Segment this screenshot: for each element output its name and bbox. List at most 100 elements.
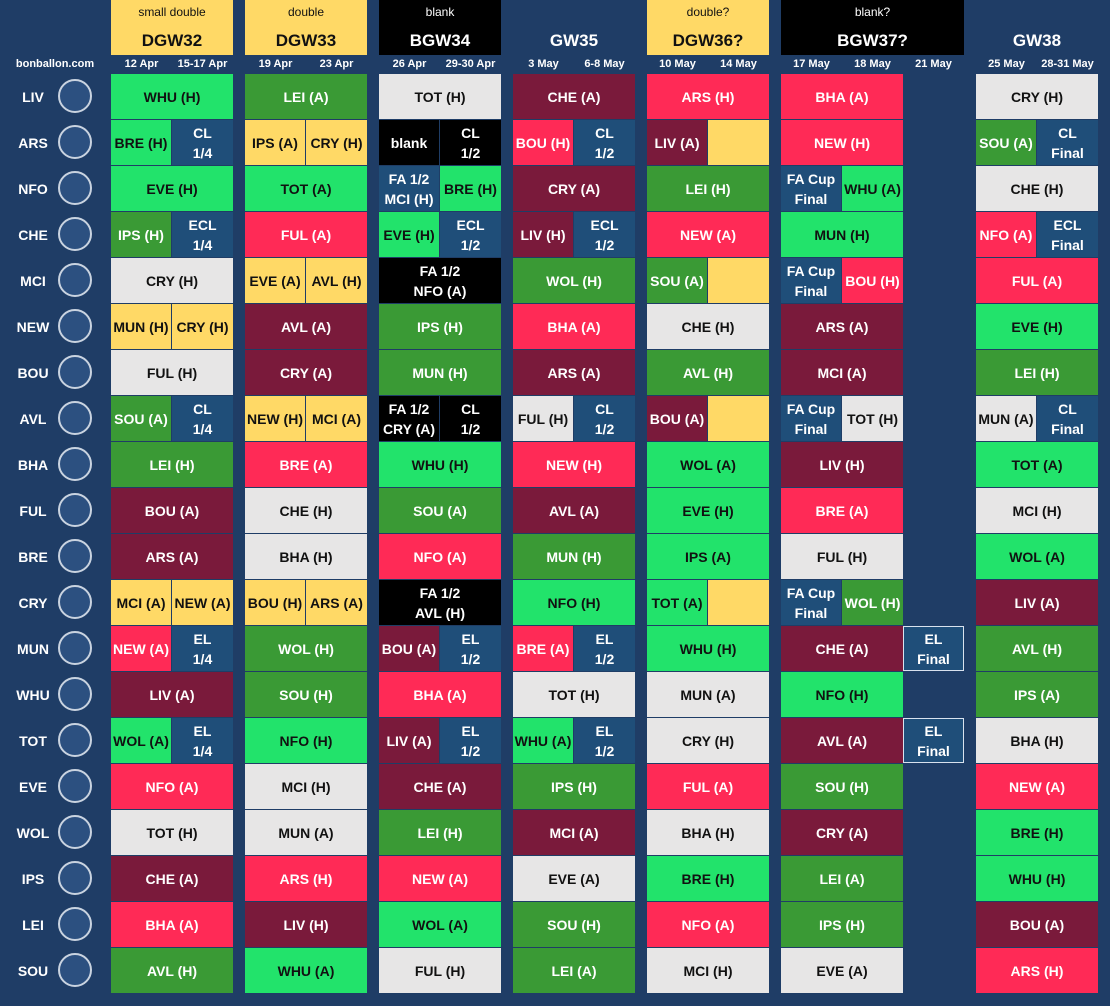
team-code: FUL <box>19 502 47 519</box>
team-logo <box>58 539 92 573</box>
header-box <box>111 0 233 55</box>
fixture-cell: BHA (H) <box>976 718 1098 763</box>
fixture-cell: BRE (H) <box>440 166 501 211</box>
fixture-cell: WHU (A) <box>245 948 367 993</box>
fixture-cell: BRE (H) <box>647 856 769 901</box>
fixture-cell: LIV (A) <box>647 120 707 165</box>
gameweek-title: DGW36? <box>672 31 744 50</box>
fixture-cell: NFO (H) <box>513 580 635 625</box>
gameweek-date: 19 Apr <box>258 58 293 70</box>
header-box <box>245 0 367 55</box>
fixture-cell: CHE (A) <box>781 626 903 671</box>
fixture-cell: ARS (H) <box>245 856 367 901</box>
fixture-cell: LEI (H) <box>647 166 769 211</box>
fixture-cell: WOL (A) <box>976 534 1098 579</box>
fixture-cell: ARS (H) <box>976 948 1098 993</box>
team-logo <box>58 677 92 711</box>
fixture-cell: TOT (H) <box>111 810 233 855</box>
fixture-cell: TOT (A) <box>976 442 1098 487</box>
fixture-cell: MCI (H) <box>976 488 1098 533</box>
team-code: NFO <box>18 180 48 197</box>
team-logo <box>58 953 92 987</box>
fixture-cell: CL 1/4 <box>172 396 233 441</box>
gameweek-title: GW35 <box>549 31 599 50</box>
fixture-cell: MCI (A) <box>513 810 635 855</box>
gameweek-note: blank <box>425 5 455 19</box>
fixture-cell <box>708 120 769 165</box>
team-code: MCI <box>20 272 46 289</box>
fixture-cell: EVE (A) <box>245 258 305 303</box>
fixture-cell: CRY (H) <box>111 258 233 303</box>
fixture-cell: NEW (A) <box>379 856 501 901</box>
fixture-cell: CL 1/2 <box>574 396 635 441</box>
fixture-cell: BRE (H) <box>111 120 171 165</box>
fixture-cell: BOU (A) <box>976 902 1098 947</box>
gameweek-date: 15-17 Apr <box>177 58 228 70</box>
fixture-cell: BOU (H) <box>513 120 573 165</box>
fixture-cell: ARS (A) <box>306 580 367 625</box>
fixture-cell: MCI (H) <box>647 948 769 993</box>
fixture-cell: LEI (A) <box>513 948 635 993</box>
fixture-cell: NEW (H) <box>781 120 903 165</box>
gameweek-note: double <box>287 5 325 19</box>
fixture-cell: LEI (A) <box>245 74 367 119</box>
fixture-cell: NFO (A) <box>379 534 501 579</box>
fixture-cell: ECL 1/2 <box>440 212 501 257</box>
fixture-cell: WHU (H) <box>379 442 501 487</box>
gameweek-date: 23 Apr <box>319 58 354 70</box>
fixture-cell: EL 1/4 <box>172 718 233 763</box>
fixture-cell: MUN (A) <box>245 810 367 855</box>
fixture-cell: AVL (A) <box>245 304 367 349</box>
fixture-cell: BHA (H) <box>647 810 769 855</box>
fixture-cell: CRY (H) <box>647 718 769 763</box>
team-logo <box>58 125 92 159</box>
fixture-cell: NEW (A) <box>647 212 769 257</box>
fixture-cell: IPS (H) <box>379 304 501 349</box>
fixture-cell: CRY (H) <box>172 304 233 349</box>
fixture-cell: NEW (H) <box>513 442 635 487</box>
fixture-cell: ARS (A) <box>513 350 635 395</box>
fixture-cell: NEW (A) <box>172 580 233 625</box>
gameweek-title: DGW32 <box>141 31 203 50</box>
fixture-cell: CHE (H) <box>245 488 367 533</box>
gameweek-note: blank? <box>854 5 891 19</box>
fixture-cell: FUL (A) <box>976 258 1098 303</box>
fixture-cell: BRE (H) <box>976 810 1098 855</box>
fixture-cell: IPS (H) <box>111 212 171 257</box>
fixture-cell: WOL (A) <box>111 718 171 763</box>
fixture-cell: SOU (A) <box>111 396 171 441</box>
team-code: IPS <box>21 870 45 887</box>
fixture-cell: EVE (H) <box>976 304 1098 349</box>
fixture-cell: BHA (A) <box>111 902 233 947</box>
team-code: CRY <box>18 594 48 611</box>
gameweek-date: 17 May <box>793 58 830 70</box>
fixture-cell: LIV (A) <box>379 718 439 763</box>
team-code: WHU <box>16 686 50 703</box>
fixture-cell: TOT (H) <box>842 396 903 441</box>
fixture-cell: CHE (A) <box>379 764 501 809</box>
fixture-cell: SOU (A) <box>976 120 1036 165</box>
fixture-cell: TOT (H) <box>379 74 501 119</box>
fixture-cell: SOU (H) <box>245 672 367 717</box>
fixture-cell: EL 1/2 <box>440 718 501 763</box>
fixture-cell: BOU (A) <box>111 488 233 533</box>
fixture-cell: LIV (A) <box>111 672 233 717</box>
gameweek-date: 3 May <box>528 58 559 70</box>
fixture-cell: FUL (A) <box>245 212 367 257</box>
header-box <box>781 0 964 55</box>
gameweek-date: 28-31 May <box>1041 58 1094 70</box>
fixture-cell: NFO (A) <box>111 764 233 809</box>
fixture-cell: BHA (H) <box>245 534 367 579</box>
fixture-cell: FA Cup Final <box>781 258 841 303</box>
team-logo <box>58 493 92 527</box>
fixture-cell: CL 1/2 <box>574 120 635 165</box>
team-code: NEW <box>16 318 50 335</box>
fixture-cell: FA Cup Final <box>781 166 841 211</box>
gameweek-title: GW38 <box>1012 31 1062 50</box>
fixture-cell: NFO (A) <box>647 902 769 947</box>
fixture-cell: CHE (H) <box>976 166 1098 211</box>
fixture-cell: WHU (H) <box>111 74 233 119</box>
fixture-cell: NFO (H) <box>781 672 903 717</box>
gameweek-title: BGW34 <box>409 31 471 50</box>
